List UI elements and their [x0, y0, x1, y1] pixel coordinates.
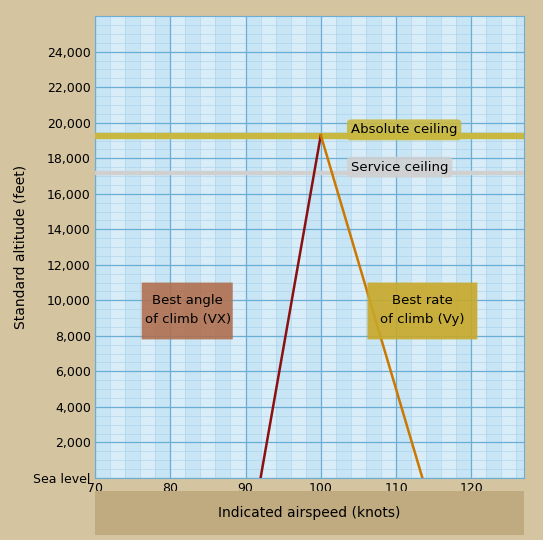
Bar [366, 16, 381, 478]
Text: Indicated airspeed (knots): Indicated airspeed (knots) [218, 506, 401, 520]
Bar [336, 16, 351, 478]
Bar [185, 16, 200, 478]
Bar [351, 16, 366, 478]
Bar [426, 16, 441, 478]
Text: Best rate: Best rate [392, 294, 453, 307]
Text: Service ceiling: Service ceiling [351, 160, 449, 174]
Bar [140, 16, 155, 478]
Bar [471, 16, 487, 478]
Bar [411, 16, 426, 478]
Bar [95, 171, 524, 174]
Bar [155, 16, 171, 478]
Bar [381, 16, 396, 478]
Text: Best angle: Best angle [152, 294, 223, 307]
Bar [171, 16, 185, 478]
Bar [216, 16, 230, 478]
Bar [125, 16, 140, 478]
Bar [261, 16, 276, 478]
Bar [291, 16, 306, 478]
Bar [95, 16, 110, 478]
Bar [501, 16, 516, 478]
Bar [487, 16, 501, 478]
Text: of climb (Vy): of climb (Vy) [380, 313, 465, 326]
Y-axis label: Standard altitude (feet): Standard altitude (feet) [14, 165, 28, 329]
Bar [230, 16, 245, 478]
Bar [110, 16, 125, 478]
Bar [276, 16, 291, 478]
FancyBboxPatch shape [142, 282, 233, 340]
Bar [306, 16, 321, 478]
Bar [245, 16, 261, 478]
Text: of climb (VX): of climb (VX) [144, 313, 231, 326]
Bar [200, 16, 216, 478]
Bar [396, 16, 411, 478]
Bar [516, 16, 532, 478]
Bar [321, 16, 336, 478]
FancyBboxPatch shape [368, 282, 477, 340]
Bar [95, 132, 524, 138]
Text: Absolute ceiling: Absolute ceiling [351, 123, 457, 136]
Bar [441, 16, 456, 478]
Bar [456, 16, 471, 478]
